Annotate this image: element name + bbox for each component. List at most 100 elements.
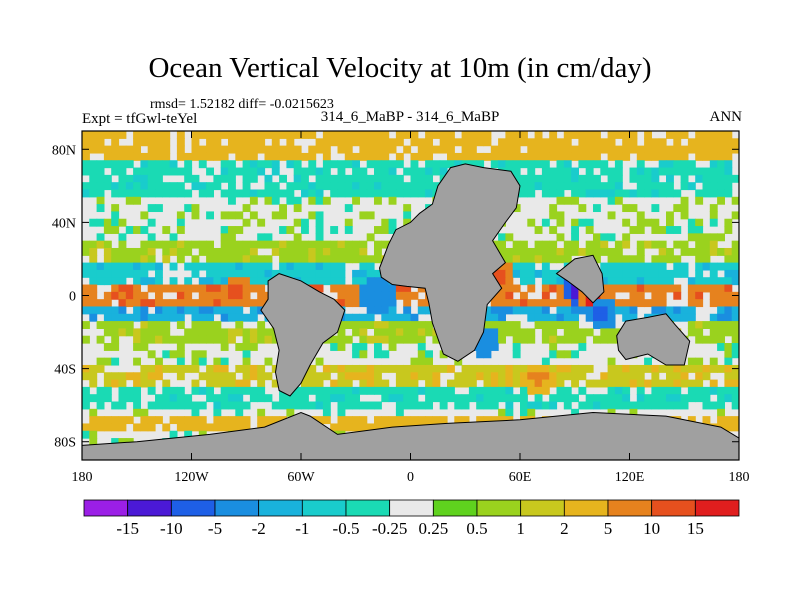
field-cell xyxy=(622,386,631,395)
field-cell xyxy=(111,277,120,286)
field-cell xyxy=(147,152,156,161)
field-cell xyxy=(454,401,463,410)
colorbar-label: 2 xyxy=(560,519,569,538)
field-cell xyxy=(249,306,258,315)
field-cell xyxy=(593,247,601,256)
field-cell xyxy=(176,145,185,154)
field-cell xyxy=(541,386,550,395)
field-cell xyxy=(709,247,718,256)
field-cell xyxy=(709,313,718,322)
field-cell xyxy=(264,189,273,198)
field-cell xyxy=(264,196,273,205)
field-cell xyxy=(82,306,90,315)
field-cell xyxy=(286,196,295,205)
field-cell xyxy=(571,408,579,417)
field-cell xyxy=(147,423,156,432)
field-cell xyxy=(541,182,550,191)
field-cell xyxy=(82,247,90,256)
field-cell xyxy=(96,306,105,315)
field-cell xyxy=(490,394,499,403)
field-cell xyxy=(359,277,368,286)
field-cell xyxy=(155,240,163,249)
field-cell xyxy=(162,313,171,322)
field-cell xyxy=(344,152,353,161)
field-cell xyxy=(322,145,331,154)
field-cell xyxy=(96,218,105,227)
field-cell xyxy=(512,335,521,344)
field-cell xyxy=(520,372,528,381)
field-cell xyxy=(257,138,266,147)
field-cell xyxy=(322,167,331,176)
field-cell xyxy=(527,277,536,286)
field-cell xyxy=(593,233,601,242)
field-cell xyxy=(213,299,222,308)
field-cell xyxy=(680,269,689,278)
field-cell xyxy=(191,284,200,293)
field-cell xyxy=(425,328,433,337)
field-cell xyxy=(498,145,506,154)
y-tick-label: 80S xyxy=(54,436,76,451)
field-cell xyxy=(103,372,112,381)
field-cell xyxy=(228,291,236,300)
field-cell xyxy=(344,174,353,183)
field-cell xyxy=(563,335,572,344)
field-cell xyxy=(220,255,229,264)
field-cell xyxy=(118,394,127,403)
field-cell xyxy=(680,313,689,322)
field-cell xyxy=(709,145,718,154)
field-cell xyxy=(169,394,178,403)
field-cell xyxy=(111,335,120,344)
field-cell xyxy=(512,372,521,381)
field-cell xyxy=(549,299,558,308)
field-cell xyxy=(140,379,149,388)
field-cell xyxy=(593,255,601,264)
field-cell xyxy=(512,364,521,373)
colorbar-swatch xyxy=(651,499,696,517)
field-cell xyxy=(191,364,200,373)
colorbar-swatch xyxy=(520,499,565,517)
field-cell xyxy=(96,167,105,176)
field-cell xyxy=(541,269,550,278)
field-cell xyxy=(206,299,214,308)
field-cell xyxy=(498,299,506,308)
field-cell xyxy=(571,306,579,315)
field-cell xyxy=(308,247,317,256)
field-cell xyxy=(549,343,558,351)
field-cell xyxy=(308,152,317,161)
field-cell xyxy=(505,321,514,329)
field-cell xyxy=(286,182,295,191)
field-cell xyxy=(702,189,711,198)
field-cell xyxy=(82,152,90,161)
field-cell xyxy=(111,306,120,315)
field-cell xyxy=(687,379,696,388)
field-cell xyxy=(213,269,222,278)
field-cell xyxy=(658,189,667,198)
field-cell xyxy=(162,189,171,198)
field-cell xyxy=(658,386,667,395)
field-cell xyxy=(140,416,149,425)
field-cell xyxy=(315,372,324,381)
field-cell xyxy=(220,189,229,198)
field-cell xyxy=(279,247,287,256)
field-cell xyxy=(600,247,609,256)
field-cell xyxy=(680,131,689,139)
field-cell xyxy=(220,394,229,403)
field-cell xyxy=(337,416,346,425)
field-cell xyxy=(249,247,258,256)
field-cell xyxy=(308,401,317,410)
field-cell xyxy=(395,321,404,329)
field-cell xyxy=(206,306,214,315)
field-cell xyxy=(563,160,572,169)
field-cell xyxy=(366,255,375,264)
colorbar-label: -1 xyxy=(295,519,309,538)
field-cell xyxy=(410,321,419,329)
field-cell xyxy=(651,174,660,183)
y-tick-label: 40S xyxy=(54,363,76,378)
field-cell xyxy=(680,145,689,154)
field-cell xyxy=(176,291,185,300)
field-cell xyxy=(629,269,638,278)
colorbar-swatch xyxy=(432,499,478,517)
field-cell xyxy=(366,372,375,381)
field-cell xyxy=(556,299,565,308)
field-cell xyxy=(82,269,90,278)
